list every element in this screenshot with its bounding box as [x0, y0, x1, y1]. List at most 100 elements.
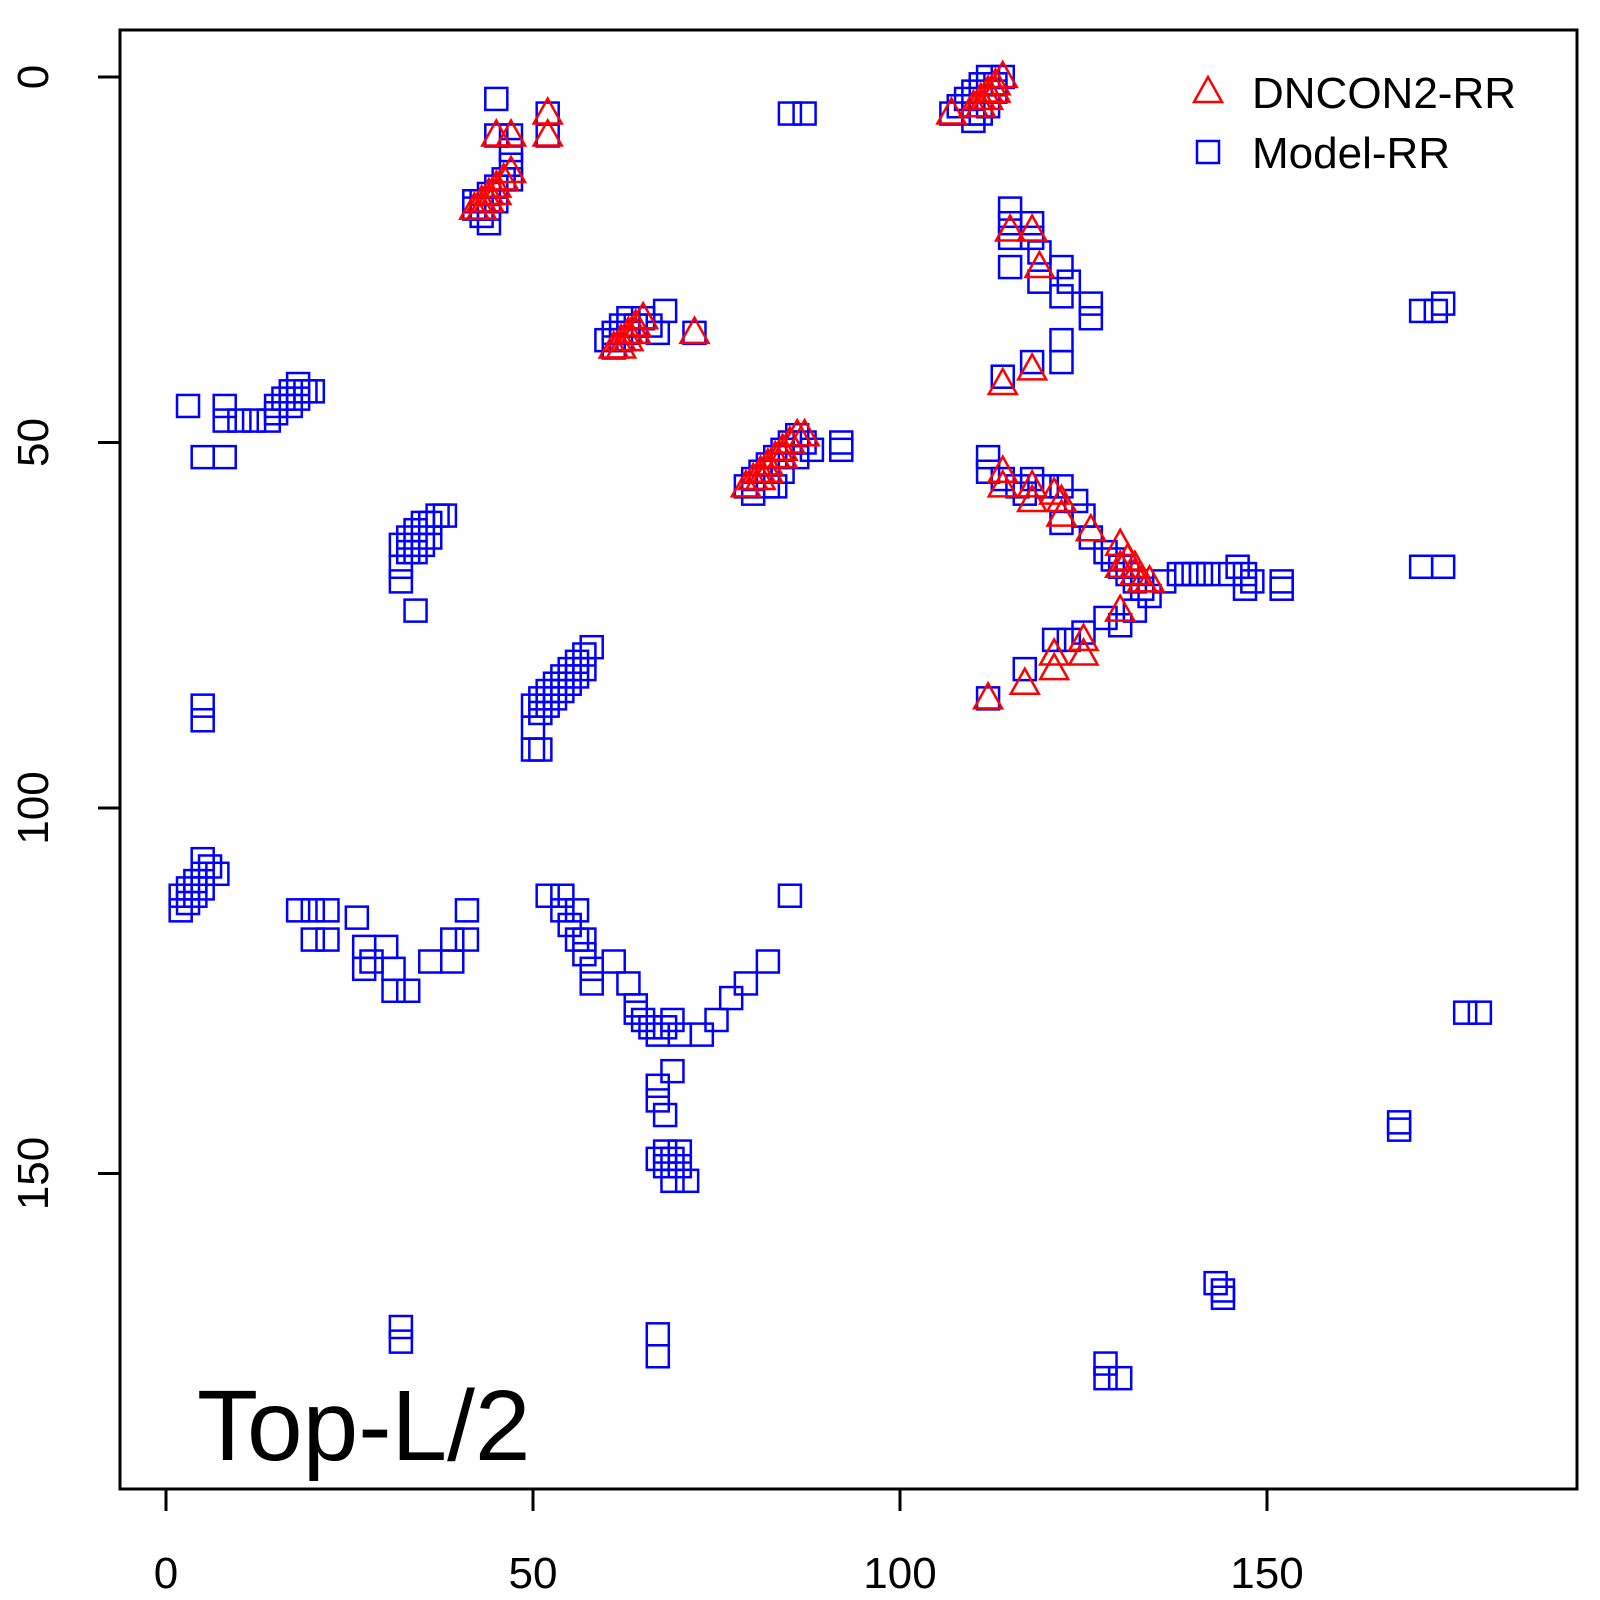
model-rr-point	[652, 1153, 678, 1179]
dncon2-rr-point	[1038, 476, 1071, 505]
dncon2-rr-point	[1015, 468, 1049, 498]
model-rr-point	[417, 525, 443, 550]
model-rr-point	[285, 371, 311, 397]
model-rr-point	[359, 949, 384, 974]
model-rr-point	[829, 437, 854, 463]
model-rr-point	[997, 254, 1023, 280]
model-rr-point	[564, 927, 590, 952]
model-rr-point	[645, 1146, 671, 1172]
top-l-annotation: Top-L/2	[197, 1370, 531, 1482]
dncon2-rr-point	[766, 439, 799, 469]
model-rr-point	[403, 517, 428, 543]
dncon2-rr-point	[604, 329, 638, 359]
model-rr-point	[278, 393, 304, 419]
model-rr-point	[1232, 576, 1258, 601]
model-rr-point	[528, 700, 553, 726]
model-rr-point	[718, 985, 744, 1011]
model-rr-point	[190, 876, 215, 901]
model-rr-point	[190, 846, 215, 872]
model-rr-point	[285, 898, 311, 923]
dncon2-rr-point	[751, 446, 785, 476]
model-rr-point	[1269, 576, 1294, 601]
legend-marker-model	[1195, 139, 1221, 165]
model-rr-point	[440, 949, 465, 974]
model-rr-point	[212, 408, 237, 433]
model-rr-point	[645, 1344, 671, 1369]
model-rr-point	[175, 876, 201, 901]
model-rr-point	[351, 956, 377, 982]
model-rr-point	[388, 1329, 414, 1354]
model-rr-point	[1210, 1285, 1236, 1311]
model-rr-point	[388, 1314, 414, 1340]
dncon2-rr-point	[788, 417, 821, 447]
model-rr-point	[990, 466, 1016, 492]
dncon2-rr-point	[494, 154, 528, 184]
model-rr-point	[168, 883, 193, 908]
model-rr-point	[572, 941, 597, 967]
model-rr-point	[616, 971, 641, 996]
model-rr-point	[1093, 1365, 1118, 1391]
model-rr-point	[454, 898, 480, 923]
model-rr-point	[381, 956, 406, 982]
model-rr-point	[1012, 656, 1038, 682]
model-rr-point	[315, 898, 340, 923]
legend-label-dncon2: DNCON2-RR	[1252, 69, 1516, 118]
model-rr-point	[1071, 620, 1096, 645]
model-rr-point	[1174, 561, 1199, 587]
model-rr-point	[410, 532, 436, 558]
model-rr-point	[1408, 298, 1434, 324]
model-rr-point	[373, 934, 399, 960]
model-rr-point	[520, 715, 546, 740]
dncon2-rr-point	[1045, 498, 1078, 527]
dncon2-rr-point	[1074, 512, 1107, 542]
y-tick-label-3: 150	[9, 1137, 58, 1210]
model-rr-point	[410, 510, 436, 536]
dncon2-rr-point	[1008, 666, 1041, 695]
model-rr-point	[1019, 210, 1045, 236]
model-rr-point	[395, 525, 421, 550]
dncon2-rr-point	[935, 95, 968, 125]
model-rr-point	[175, 890, 201, 916]
model-rr-point	[1041, 627, 1067, 653]
model-rr-point	[190, 693, 215, 718]
dncon2-rr-point	[494, 117, 528, 147]
model-rr-point	[476, 210, 502, 236]
model-rr-point	[564, 649, 590, 675]
model-rr-point	[1240, 569, 1265, 594]
model-rr-point	[557, 671, 582, 696]
dncon2-rr-point	[1104, 593, 1137, 622]
model-rr-point	[997, 196, 1023, 221]
model-rr-point	[564, 664, 590, 689]
model-rr-point	[550, 664, 575, 689]
model-rr-point	[271, 386, 296, 411]
dncon2-rr-point	[1111, 541, 1144, 571]
model-rr-point	[1225, 554, 1250, 580]
model-rr-point	[975, 444, 1001, 470]
dncon2-rr-point	[1015, 351, 1049, 381]
dncon2-rr-point	[472, 183, 506, 213]
y-axis: 0 50 100 150	[9, 65, 120, 1210]
model-rr-point	[645, 1073, 671, 1099]
dncon2-rr-point	[487, 161, 520, 191]
y-tick-label-1: 50	[9, 418, 58, 467]
model-rr-point	[1386, 1117, 1412, 1142]
model-rr-point	[1467, 1000, 1493, 1025]
model-rr-point	[550, 898, 575, 923]
model-rr-point	[645, 1022, 671, 1047]
x-tick-label-3: 150	[1230, 1549, 1303, 1598]
model-rr-point	[227, 408, 252, 433]
dncon2-rr-point	[1067, 622, 1100, 652]
model-rr-point	[1049, 349, 1074, 375]
dncon2-rr-point	[744, 461, 777, 491]
model-rr-point	[704, 1007, 729, 1033]
model-rr-point	[484, 86, 509, 112]
dncon2-rr-point	[1023, 249, 1056, 279]
model-rr-point	[630, 1007, 656, 1033]
model-rr-point	[293, 379, 318, 404]
model-rr-point	[579, 971, 604, 996]
model-rr-point	[1049, 284, 1074, 309]
model-rr-point	[351, 934, 377, 960]
model-rr-point	[1019, 349, 1045, 375]
x-axis: 0 50 100 150	[154, 1489, 1304, 1598]
